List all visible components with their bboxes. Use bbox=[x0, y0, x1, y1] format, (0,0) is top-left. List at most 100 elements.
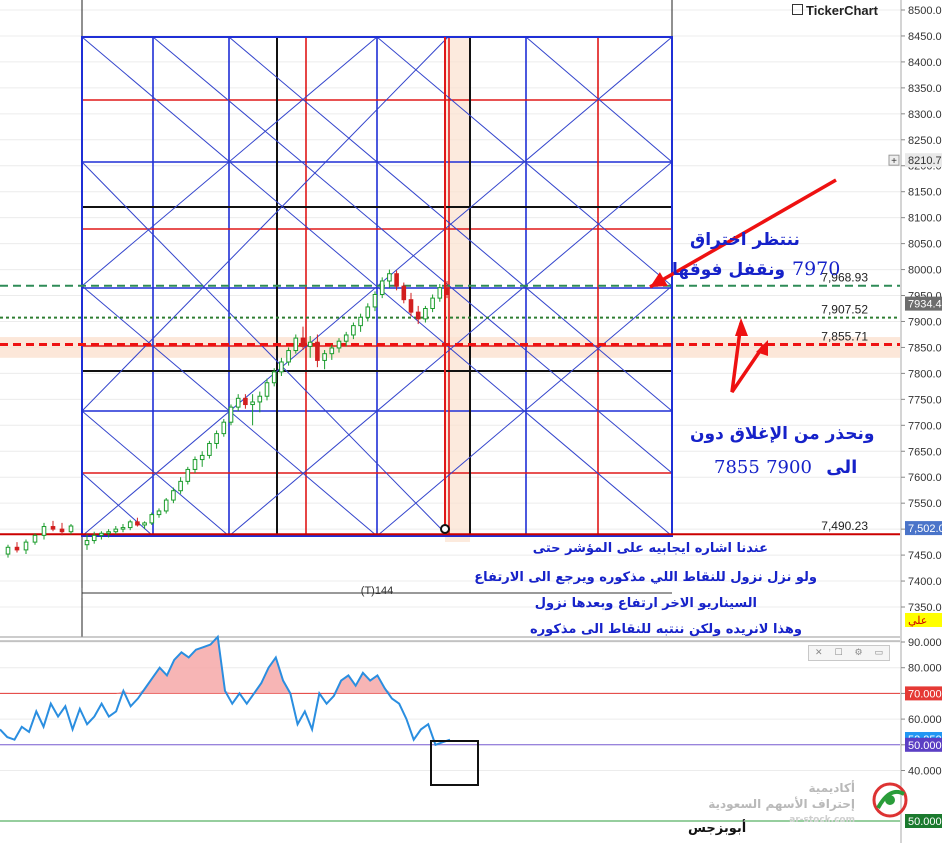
y-tick-label: 7750.00 bbox=[908, 394, 942, 406]
candle-body bbox=[343, 334, 349, 342]
y-tick-label: 8250.00 bbox=[908, 135, 942, 147]
candle-body bbox=[221, 421, 227, 435]
candle-body bbox=[68, 525, 74, 533]
candle-body bbox=[437, 287, 443, 299]
watermark: أكاديمية إحتراف الأسهم السعودية ar-stock… bbox=[690, 780, 855, 828]
candle-body bbox=[329, 347, 335, 355]
arrow-breakout-head bbox=[650, 272, 668, 287]
rsi-tick-label: 40.000 bbox=[908, 766, 942, 778]
candle-body bbox=[315, 341, 320, 361]
rsi-line bbox=[0, 634, 451, 747]
candle-body bbox=[408, 299, 414, 313]
rsi-badge bbox=[905, 814, 942, 828]
maximize-icon[interactable]: ☐ bbox=[834, 648, 843, 658]
candle-body bbox=[171, 490, 176, 501]
gann-diagonal bbox=[152, 36, 673, 474]
watermark-line2: إحتراف الأسهم السعودية bbox=[708, 797, 855, 811]
candle-body bbox=[250, 401, 255, 406]
ticker-name: أبوبزجس bbox=[688, 821, 747, 836]
y-tick-label: 7850.00 bbox=[908, 342, 942, 354]
price-badge bbox=[905, 521, 942, 536]
candle-body bbox=[379, 280, 385, 295]
close-icon[interactable]: ✕ bbox=[814, 648, 823, 658]
annotation-breakout: ننتظر اختراق bbox=[690, 230, 800, 250]
annotation-breakout-line2: ونقفل فوقها bbox=[672, 260, 785, 280]
candle-body bbox=[372, 293, 378, 308]
candle-body bbox=[264, 382, 270, 397]
candle-body bbox=[358, 316, 363, 327]
candle-body bbox=[156, 510, 162, 516]
rsi-badge bbox=[905, 737, 942, 752]
y-tick-label: 8000.00 bbox=[908, 265, 942, 277]
candle-body bbox=[286, 350, 291, 363]
time-marker-point bbox=[440, 524, 450, 534]
candle-body bbox=[235, 397, 241, 408]
candle-body bbox=[228, 406, 234, 423]
candle-body bbox=[5, 546, 11, 555]
gann-diagonal bbox=[376, 285, 673, 537]
price-level-label: 7,907.52 bbox=[821, 303, 868, 317]
candle-body bbox=[336, 340, 342, 349]
price-highlight-band bbox=[82, 337, 900, 358]
rsi-badge-label: 50.000 bbox=[908, 740, 942, 752]
candle-body bbox=[50, 526, 56, 530]
y-tick-label: 7900.00 bbox=[908, 316, 942, 328]
gann-diagonal bbox=[228, 161, 673, 537]
candle-body bbox=[120, 527, 126, 530]
minimize-icon[interactable]: ▭ bbox=[874, 648, 883, 658]
candle-body bbox=[14, 546, 20, 551]
candle-body bbox=[135, 521, 140, 526]
candle-body bbox=[322, 353, 327, 361]
y-tick-label: 8300.00 bbox=[908, 109, 942, 121]
rsi-badge-label: 50.000 bbox=[908, 816, 942, 828]
candle-body bbox=[307, 341, 313, 347]
y-tick-label: 8500.00 bbox=[908, 5, 942, 17]
gann-diagonal bbox=[81, 36, 449, 412]
candle-body bbox=[23, 541, 29, 551]
annotation-signal-line3: السيناريو الاخر ارتفاع وبعدها نزول bbox=[534, 596, 757, 611]
y-tick-label: 8050.00 bbox=[908, 239, 942, 251]
price-level-label: 7,490.23 bbox=[821, 519, 868, 533]
annotation-7970: 7970 bbox=[792, 258, 841, 280]
brand-label: TickerChart bbox=[806, 3, 879, 18]
candle-body bbox=[300, 337, 306, 347]
candle-body bbox=[127, 521, 133, 529]
time-span-label: (T)144 bbox=[361, 585, 393, 597]
watermark-logo-icon bbox=[870, 778, 910, 824]
candle-body bbox=[163, 499, 169, 512]
y-tick-label: 7800.00 bbox=[908, 368, 942, 380]
rsi-tick-label: 90.000 bbox=[908, 637, 942, 649]
candle-body bbox=[351, 325, 356, 336]
y-tick-label: 7400.00 bbox=[908, 576, 942, 588]
price-badge bbox=[905, 153, 942, 168]
annotation-signal-line2: ولو نزل نزول للنقاط اللي مذكوره ويرجع ال… bbox=[474, 570, 817, 585]
annotation-breakout-number: 7970 bbox=[792, 258, 840, 280]
annotation-breakout-line1: ننتظر اختراق bbox=[690, 230, 800, 250]
candle-body bbox=[185, 468, 191, 482]
candle-body bbox=[32, 534, 38, 543]
gear-icon[interactable]: ⚙ bbox=[854, 648, 863, 658]
arrow-warning-head2 bbox=[756, 340, 768, 356]
gann-diagonal bbox=[81, 410, 230, 537]
expand-icon bbox=[888, 154, 900, 166]
price-badge-label: علي bbox=[908, 615, 927, 627]
logo-icon bbox=[792, 4, 803, 15]
annotation-7855: 7855 bbox=[714, 457, 760, 478]
y-tick-label: 8100.00 bbox=[908, 213, 942, 225]
watermark-line3: ar-stock.com bbox=[789, 815, 855, 825]
candle-body bbox=[394, 273, 399, 287]
y-tick-label: 8350.00 bbox=[908, 83, 942, 95]
y-tick-label: 7700.00 bbox=[908, 420, 942, 432]
candle-body bbox=[423, 308, 428, 320]
candle-body bbox=[415, 311, 421, 320]
price-badge-label: 8210.7 bbox=[908, 155, 942, 167]
price-highlight-band-left bbox=[0, 337, 82, 358]
annotation-7900: 7900 bbox=[766, 457, 812, 478]
price-level-label: 7,855.71 bbox=[821, 329, 868, 343]
rsi-badge bbox=[905, 686, 942, 701]
rsi-highlight-box bbox=[430, 740, 479, 786]
candle-body bbox=[214, 433, 219, 444]
candle-body bbox=[113, 528, 119, 533]
annotation-breakout-text2: ونقفل فوقها bbox=[672, 260, 786, 280]
